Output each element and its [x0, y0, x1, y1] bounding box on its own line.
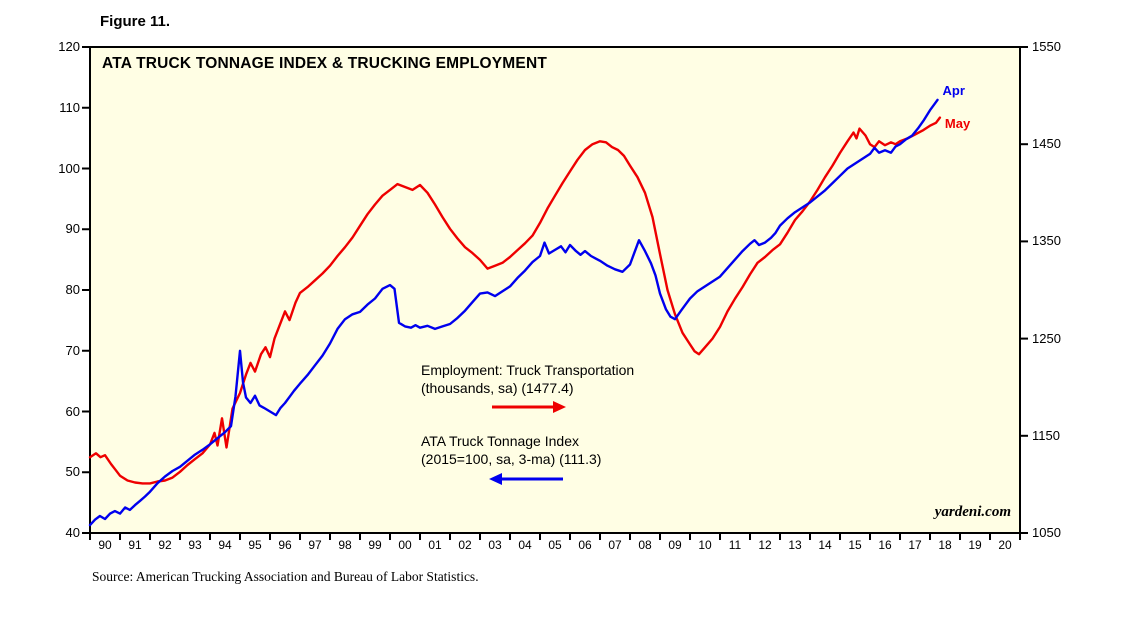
latest-point-label-employment: May — [944, 115, 971, 131]
left-axis-tick-label: 40 — [65, 525, 80, 540]
x-axis-tick-label: 93 — [188, 538, 202, 552]
x-axis-tick-label: 92 — [158, 538, 172, 552]
right-axis-tick-label: 1350 — [1032, 233, 1061, 249]
x-axis-tick-label: 90 — [98, 538, 112, 552]
x-axis-tick-label: 91 — [128, 538, 142, 552]
left-axis-tick-label: 80 — [65, 282, 80, 297]
x-axis-tick-label: 01 — [428, 538, 442, 552]
x-axis-tick-label: 96 — [278, 538, 292, 552]
x-axis-tick-label: 11 — [728, 538, 742, 552]
left-axis-tick-label: 120 — [58, 39, 80, 54]
left-arrow-icon — [489, 473, 563, 485]
x-axis-tick-label: 13 — [788, 538, 802, 552]
x-axis-tick-label: 08 — [638, 538, 652, 552]
source-note: Source: American Trucking Association an… — [92, 569, 479, 584]
figure-label: Figure 11. — [100, 13, 171, 30]
left-axis-tick-label: 60 — [65, 403, 80, 419]
left-axis-tick-label: 100 — [58, 160, 80, 176]
x-axis-tick-label: 05 — [548, 538, 562, 552]
x-axis-tick-label: 06 — [578, 538, 592, 552]
legend-tonnage: ATA Truck Tonnage Index (2015=100, sa, 3… — [421, 432, 601, 468]
x-axis-tick-label: 03 — [488, 538, 502, 552]
right-axis-tick-label: 1450 — [1032, 136, 1061, 152]
x-axis-tick-label: 12 — [758, 538, 772, 552]
right-axis-tick-label: 1150 — [1032, 427, 1060, 443]
x-axis-tick-label: 15 — [848, 538, 862, 552]
right-axis-tick-label: 1550 — [1032, 39, 1061, 54]
x-axis-tick-label: 02 — [458, 538, 472, 552]
x-axis-tick-label: 16 — [878, 538, 892, 552]
left-axis-tick-label: 110 — [59, 99, 80, 115]
legend-tonnage-line2: (2015=100, sa, 3-ma) (111.3) — [421, 451, 602, 467]
watermark: yardeni.com — [934, 504, 1011, 520]
right-axis-tick-label: 1250 — [1032, 330, 1061, 346]
x-axis-tick-label: 00 — [398, 538, 412, 552]
x-axis-tick-label: 97 — [308, 538, 322, 552]
latest-point-label-tonnage: Apr — [942, 82, 965, 98]
legend-employment-line2: (thousands, sa) (1477.4) — [421, 380, 574, 396]
x-axis-tick-label: 10 — [698, 538, 712, 552]
x-axis-tick-label: 04 — [518, 538, 532, 552]
x-axis-tick-label: 95 — [248, 538, 262, 552]
legend-tonnage-line1: ATA Truck Tonnage Index — [421, 433, 579, 449]
x-axis-tick-label: 07 — [608, 538, 622, 552]
chart-title: ATA TRUCK TONNAGE INDEX & TRUCKING EMPLO… — [102, 55, 548, 72]
left-axis-tick-label: 50 — [65, 464, 80, 480]
legend-employment: Employment: Truck Transportation (thousa… — [421, 361, 634, 397]
x-axis-tick-label: 98 — [338, 538, 352, 552]
x-axis-tick-label: 17 — [908, 538, 922, 552]
x-axis-tick-label: 14 — [818, 538, 832, 552]
x-axis-tick-label: 94 — [218, 538, 232, 552]
left-axis-tick-label: 90 — [65, 221, 80, 237]
legend-employment-line1: Employment: Truck Transportation — [421, 362, 635, 378]
x-axis-tick-label: 99 — [368, 538, 382, 552]
x-axis-tick-label: 18 — [938, 538, 952, 552]
left-axis-tick-label: 70 — [65, 342, 80, 358]
x-axis-tick-label: 09 — [668, 538, 682, 552]
x-axis-tick-label: 20 — [998, 538, 1012, 552]
right-arrow-icon — [492, 401, 566, 413]
x-axis-tick-label: 19 — [968, 538, 982, 552]
right-axis-tick-label: 1050 — [1032, 525, 1061, 540]
